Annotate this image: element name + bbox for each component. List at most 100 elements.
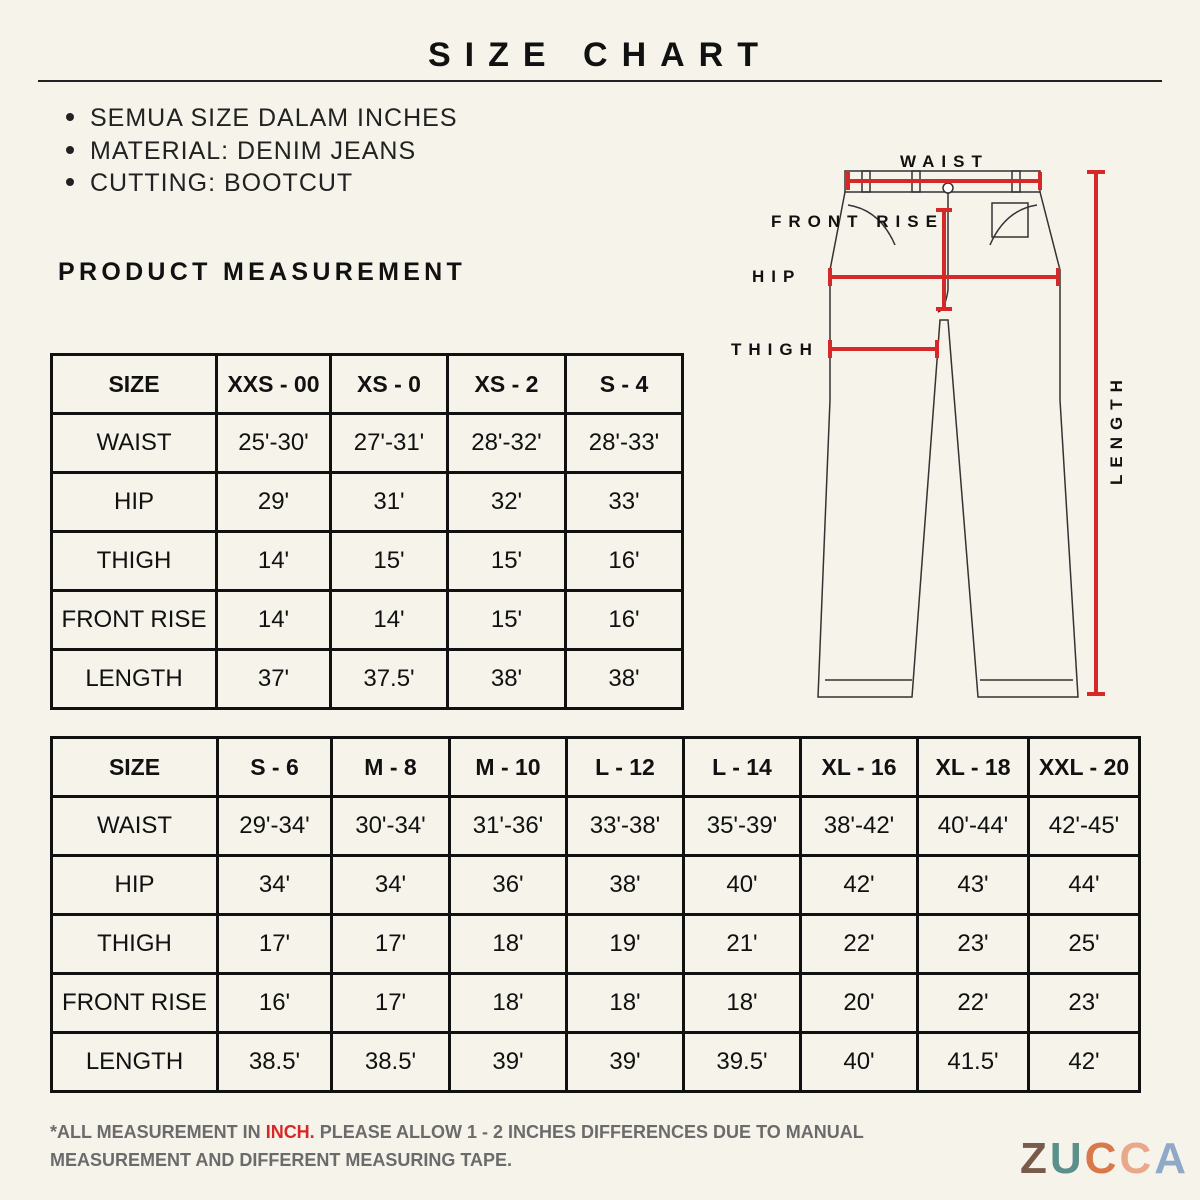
table-cell: 17'	[216, 913, 333, 975]
table-cell: 31'-36'	[448, 795, 568, 857]
measurement-lines	[828, 170, 1105, 696]
table-cell: 22'	[799, 913, 919, 975]
table-header-cell: XS - 2	[446, 353, 567, 415]
table-row: LENGTH 38.5' 38.5' 39' 39' 39.5' 40' 41.…	[50, 1031, 1141, 1093]
table-header-cell: S - 6	[216, 736, 333, 798]
table-row: LENGTH 37' 37.5' 38' 38'	[50, 648, 684, 710]
table-cell: 33'	[564, 471, 684, 533]
size-table-large: SIZE S - 6 M - 8 M - 10 L - 12 L - 14 XL…	[50, 736, 1141, 1093]
table-cell: 32'	[446, 471, 567, 533]
table-row: HIP 34' 34' 36' 38' 40' 42' 43' 44'	[50, 854, 1141, 916]
table-cell: 43'	[916, 854, 1030, 916]
table-header-cell: XS - 0	[329, 353, 449, 415]
table-cell: 33'-38'	[565, 795, 685, 857]
table-cell: 21'	[682, 913, 802, 975]
brand-letter: Z	[1020, 1134, 1050, 1183]
page-title: SIZE CHART	[428, 36, 772, 74]
table-cell: 28'-32'	[446, 412, 567, 474]
measurement-note: *ALL MEASUREMENT IN INCH. PLEASE ALLOW 1…	[50, 1118, 870, 1174]
table-cell: 38'	[446, 648, 567, 710]
table-cell: 22'	[916, 972, 1030, 1034]
table-cell: 39'	[565, 1031, 685, 1093]
brand-letter: A	[1154, 1134, 1190, 1183]
table-header-cell: M - 10	[448, 736, 568, 798]
info-item-text: MATERIAL: DENIM JEANS	[90, 136, 417, 165]
table-header-row: SIZE S - 6 M - 8 M - 10 L - 12 L - 14 XL…	[50, 736, 1141, 798]
table-cell: 44'	[1027, 854, 1141, 916]
table-row: THIGH 14' 15' 15' 16'	[50, 530, 684, 592]
table-cell: 23'	[1027, 972, 1141, 1034]
table-cell: 38'-42'	[799, 795, 919, 857]
table-row: HIP 29' 31' 32' 33'	[50, 471, 684, 533]
table-cell: 18'	[448, 913, 568, 975]
table-cell: 41.5'	[916, 1031, 1030, 1093]
table-cell: 40'	[799, 1031, 919, 1093]
table-cell: 18'	[448, 972, 568, 1034]
hip-label: HIP	[752, 267, 802, 286]
size-table-small: SIZE XXS - 00 XS - 0 XS - 2 S - 4 WAIST …	[50, 353, 684, 710]
table-row: WAIST 25'-30' 27'-31' 28'-32' 28'-33'	[50, 412, 684, 474]
table-header-cell: XXL - 20	[1027, 736, 1141, 798]
table-cell: 38'	[565, 854, 685, 916]
table-header-row: SIZE XXS - 00 XS - 0 XS - 2 S - 4	[50, 353, 684, 415]
table-cell: 31'	[329, 471, 449, 533]
table-cell: 40'-44'	[916, 795, 1030, 857]
table-cell: 37'	[215, 648, 332, 710]
thigh-label: THIGH	[731, 340, 819, 359]
table-cell: 15'	[329, 530, 449, 592]
table-cell: 18'	[682, 972, 802, 1034]
table-cell: 40'	[682, 854, 802, 916]
info-list: SEMUA SIZE DALAM INCHES MATERIAL: DENIM …	[66, 102, 458, 200]
table-header-cell: M - 8	[330, 736, 451, 798]
table-cell: 14'	[215, 589, 332, 651]
row-label: FRONT RISE	[50, 972, 219, 1034]
table-cell: 35'-39'	[682, 795, 802, 857]
table-header-cell: SIZE	[50, 353, 218, 415]
table-header-cell: S - 4	[564, 353, 684, 415]
title-divider	[38, 80, 1162, 82]
table-cell: 16'	[216, 972, 333, 1034]
table-cell: 39'	[448, 1031, 568, 1093]
table-row: THIGH 17' 17' 18' 19' 21' 22' 23' 25'	[50, 913, 1141, 975]
table-cell: 38'	[564, 648, 684, 710]
table-cell: 20'	[799, 972, 919, 1034]
table-header-cell: SIZE	[50, 736, 219, 798]
table-cell: 14'	[329, 589, 449, 651]
table-cell: 16'	[564, 589, 684, 651]
table-cell: 17'	[330, 972, 451, 1034]
table-cell: 30'-34'	[330, 795, 451, 857]
info-item: MATERIAL: DENIM JEANS	[66, 135, 458, 168]
table-cell: 34'	[330, 854, 451, 916]
table-cell: 16'	[564, 530, 684, 592]
table-cell: 27'-31'	[329, 412, 449, 474]
table-header-cell: L - 12	[565, 736, 685, 798]
info-item-text: SEMUA SIZE DALAM INCHES	[90, 104, 458, 132]
note-prefix: *ALL MEASUREMENT IN	[50, 1122, 266, 1142]
waist-label: WAIST	[900, 152, 989, 171]
section-title: PRODUCT MEASUREMENT	[58, 258, 467, 286]
bullet-icon	[66, 113, 74, 122]
table-cell: 28'-33'	[564, 412, 684, 474]
row-label: FRONT RISE	[50, 589, 218, 651]
note-highlight: INCH.	[265, 1122, 315, 1142]
table-cell: 17'	[330, 913, 451, 975]
table-cell: 42'	[799, 854, 919, 916]
table-cell: 29'-34'	[216, 795, 333, 857]
table-cell: 15'	[446, 589, 567, 651]
table-row: FRONT RISE 14' 14' 15' 16'	[50, 589, 684, 651]
jeans-measurement-diagram	[817, 170, 1105, 698]
front-rise-label: FRONT RISE	[771, 212, 944, 231]
bullet-icon	[66, 178, 74, 187]
table-cell: 19'	[565, 913, 685, 975]
table-cell: 39.5'	[682, 1031, 802, 1093]
table-cell: 25'	[1027, 913, 1141, 975]
table-cell: 37.5'	[329, 648, 449, 710]
table-cell: 14'	[215, 530, 332, 592]
row-label: LENGTH	[50, 1031, 219, 1093]
row-label: LENGTH	[50, 648, 218, 710]
bullet-icon	[66, 145, 74, 154]
table-cell: 29'	[215, 471, 332, 533]
row-label: WAIST	[50, 412, 218, 474]
info-item: CUTTING: BOOTCUT	[66, 167, 458, 200]
row-label: THIGH	[50, 530, 218, 592]
